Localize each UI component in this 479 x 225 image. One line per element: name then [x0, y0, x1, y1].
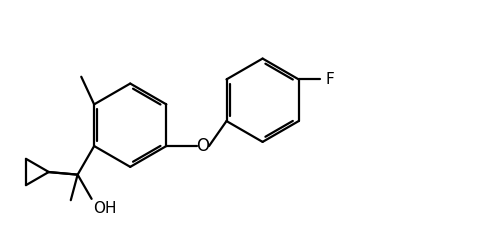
Text: OH: OH [93, 201, 116, 216]
Text: F: F [326, 72, 334, 87]
Text: O: O [196, 137, 209, 155]
